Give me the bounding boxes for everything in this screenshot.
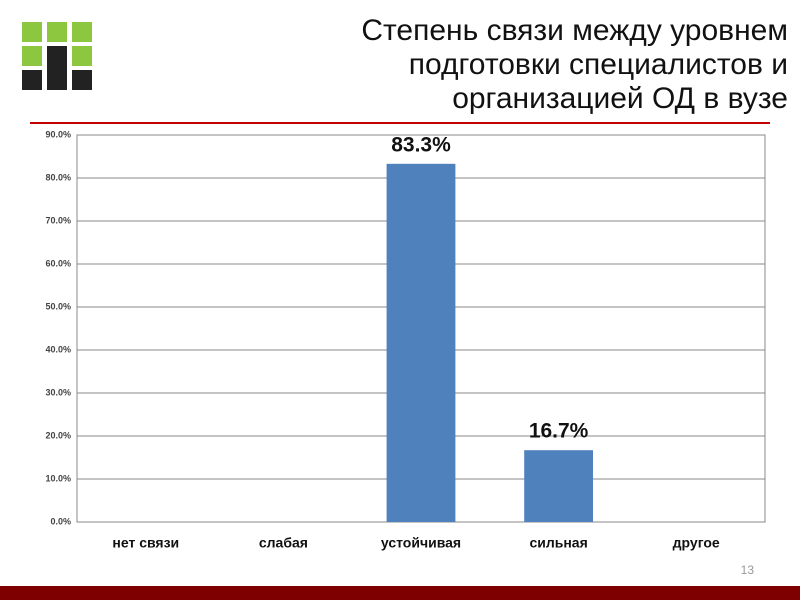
y-tick-label: 40.0%: [45, 344, 71, 354]
x-tick-label: устойчивая: [381, 535, 461, 551]
bar: [524, 450, 593, 522]
logo: [22, 22, 92, 90]
y-tick-label: 10.0%: [45, 473, 71, 483]
x-tick-label: слабая: [259, 535, 308, 551]
data-label: 16.7%: [529, 420, 589, 443]
data-label: 83.3%: [391, 133, 451, 156]
bar: [386, 163, 456, 522]
y-tick-label: 50.0%: [45, 301, 71, 311]
y-tick-label: 90.0%: [45, 129, 71, 139]
y-tick-label: 60.0%: [45, 258, 71, 268]
footer-bar: [0, 586, 800, 600]
slide-title: Степень связи между уровнем подготовки с…: [361, 14, 788, 115]
slide-number: 13: [740, 563, 754, 577]
y-tick-label: 30.0%: [45, 387, 71, 397]
x-tick-label: нет связи: [112, 535, 179, 551]
x-tick-label: другое: [673, 535, 720, 551]
y-tick-label: 70.0%: [45, 215, 71, 225]
y-tick-label: 0.0%: [50, 516, 71, 526]
x-tick-label: сильная: [529, 535, 587, 551]
y-tick-label: 20.0%: [45, 430, 71, 440]
y-tick-label: 80.0%: [45, 172, 71, 182]
